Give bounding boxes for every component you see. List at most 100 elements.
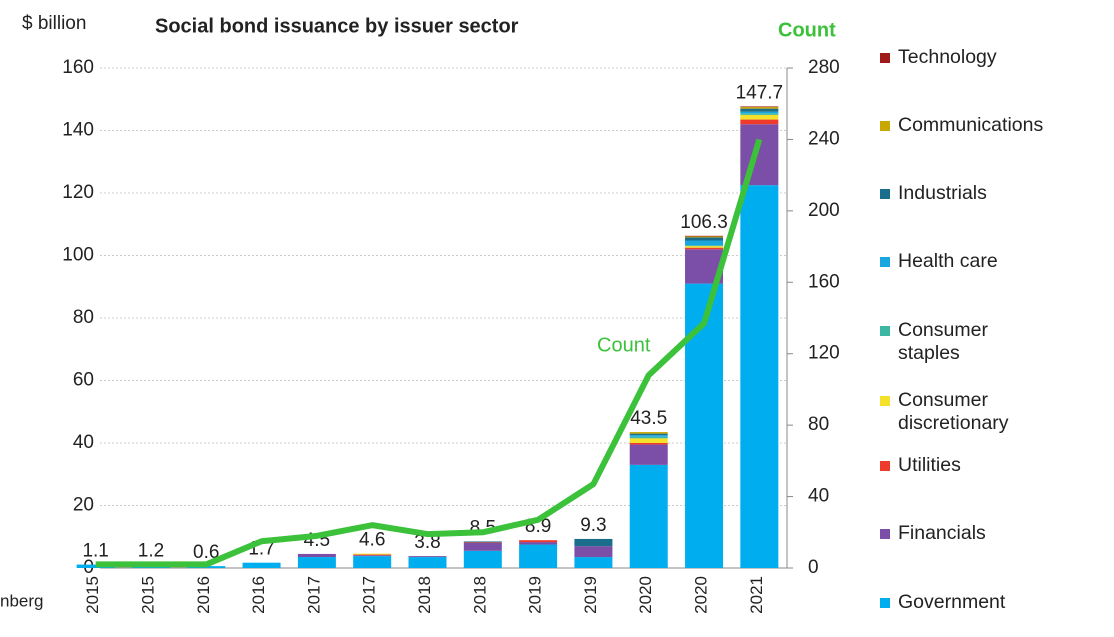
legend-item: Technology <box>880 46 997 69</box>
legend-swatch <box>880 326 890 336</box>
bar-segment <box>519 540 558 543</box>
legend-swatch <box>880 529 890 539</box>
bar-segment <box>629 443 668 445</box>
bar-segment <box>574 557 613 568</box>
x-tick-label: 2018 <box>470 576 489 614</box>
legend-swatch <box>880 189 890 199</box>
x-tick-label: 2015 <box>83 576 102 614</box>
y-tick-label: 160 <box>62 57 94 78</box>
legend-label: Consumer discretionary <box>898 389 1009 434</box>
y-axis-label: $ billion <box>22 13 86 34</box>
bar-segment <box>740 107 779 109</box>
x-tick-label: 2017 <box>304 576 323 614</box>
y2-tick-label: 160 <box>808 271 840 292</box>
bar-segment <box>463 542 502 543</box>
bar-segment <box>297 553 336 558</box>
y2-axis-label: Count <box>778 19 836 41</box>
legend-item: Consumer discretionary <box>880 389 1050 435</box>
bar-segment <box>685 236 724 238</box>
legend-item: Financials <box>880 522 986 545</box>
bar-segment <box>740 111 779 114</box>
y2-tick-label: 280 <box>808 57 840 78</box>
bar-segment <box>519 544 558 568</box>
legend-swatch <box>880 53 890 63</box>
total-label: 1.1 <box>82 541 108 562</box>
bar-segment <box>297 557 336 568</box>
x-tick-label: 2016 <box>249 576 268 614</box>
total-label: 0.6 <box>193 542 219 563</box>
bar-segment <box>629 435 668 437</box>
legend-swatch <box>880 461 890 471</box>
x-tick-label: 2018 <box>415 576 434 614</box>
legend-label: Industrials <box>898 182 987 204</box>
total-label: 43.5 <box>630 408 667 429</box>
total-label: 106.3 <box>680 212 728 233</box>
y2-tick-label: 240 <box>808 128 840 149</box>
bar-segment <box>408 556 447 558</box>
bar-segment <box>740 106 779 108</box>
x-tick-label: 2017 <box>360 576 379 614</box>
bar-segment <box>353 556 392 568</box>
bar-segment <box>463 550 502 568</box>
legend-swatch <box>880 257 890 267</box>
y-tick-label: 80 <box>73 307 94 328</box>
legend-label: Financials <box>898 522 986 544</box>
bar-segment <box>519 542 558 545</box>
x-tick-label: 2020 <box>692 576 711 614</box>
y2-tick-label: 200 <box>808 200 840 221</box>
legend-label: Technology <box>898 46 997 68</box>
legend-item: Utilities <box>880 454 961 477</box>
bar-segment <box>463 541 502 543</box>
x-tick-label: 2016 <box>194 576 213 614</box>
x-tick-label: 2021 <box>747 576 766 614</box>
legend-item: Industrials <box>880 182 987 205</box>
y-tick-label: 140 <box>62 120 94 141</box>
chart-title: Social bond issuance by issuer sector <box>155 15 519 37</box>
bar-segment <box>408 557 447 568</box>
legend-item: Consumer staples <box>880 319 1050 365</box>
bar-segment <box>685 237 724 241</box>
bar-segment <box>574 546 613 558</box>
bar-segment <box>353 555 392 557</box>
y-tick-label: 100 <box>62 245 94 266</box>
bar-segment <box>629 433 668 436</box>
total-label: 4.6 <box>359 530 385 551</box>
y2-tick-label: 0 <box>808 557 819 578</box>
x-tick-label: 2019 <box>526 576 545 614</box>
y2-tick-label: 80 <box>808 414 829 435</box>
bar-segment <box>740 119 779 125</box>
legend-label: Government <box>898 591 1006 613</box>
total-label: 147.7 <box>736 82 784 103</box>
line-label: Count <box>597 334 651 356</box>
bar-segment <box>740 185 779 568</box>
x-tick-label: 2020 <box>636 576 655 614</box>
bar-segment <box>740 114 779 120</box>
bar-segment <box>685 283 724 568</box>
legend-swatch <box>880 121 890 131</box>
y2-tick-label: 40 <box>808 486 829 507</box>
x-tick-label: 2019 <box>581 576 600 614</box>
legend-label: Consumer staples <box>898 319 988 364</box>
bar-segment <box>463 543 502 551</box>
bar-segment <box>685 247 724 250</box>
bar-segment <box>740 108 779 112</box>
legend-item: Communications <box>880 114 1043 137</box>
legend-item: Health care <box>880 250 998 273</box>
total-label: 1.2 <box>138 540 164 561</box>
x-tick-label: 2015 <box>138 576 157 614</box>
bar-segment <box>574 538 613 547</box>
total-label: 9.3 <box>580 515 606 536</box>
count-line <box>95 138 763 568</box>
legend-label: Communications <box>898 114 1044 136</box>
bar-segment <box>740 113 779 115</box>
bar-segment <box>685 240 724 246</box>
legend-item: Government <box>880 591 1005 614</box>
bar-segment <box>629 438 668 443</box>
bar-segment <box>353 554 392 556</box>
y-tick-label: 60 <box>73 370 94 391</box>
legend-label: Utilities <box>898 454 961 476</box>
legend-label: Health care <box>898 250 998 272</box>
legend-swatch <box>880 598 890 608</box>
